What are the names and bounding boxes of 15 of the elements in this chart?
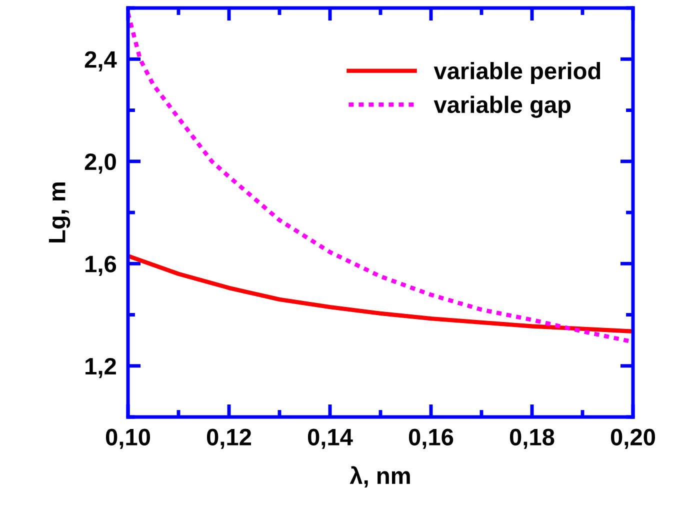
y-tick-label: 2,4 xyxy=(84,51,117,72)
y-tick-label: 1,6 xyxy=(86,256,116,276)
x-tick-label: 0,10 xyxy=(106,428,150,449)
y-tick-label: 1,2 xyxy=(86,358,116,378)
line-series xyxy=(128,254,633,334)
x-tick-label: 0,12 xyxy=(206,428,252,449)
y-axis-title: Lg, m xyxy=(48,182,70,242)
x-tick-label: 0,20 xyxy=(610,428,656,449)
x-tick-label: 0,18 xyxy=(510,428,554,449)
y-tick-label: 2,0 xyxy=(84,153,116,174)
x-tick-label: 0,14 xyxy=(308,428,353,449)
legend-label: variable gap xyxy=(434,96,571,118)
x-tick-label: 0,16 xyxy=(408,428,454,449)
legend-label: variable period xyxy=(434,62,600,84)
x-axis-title: λ, nm xyxy=(350,466,410,488)
